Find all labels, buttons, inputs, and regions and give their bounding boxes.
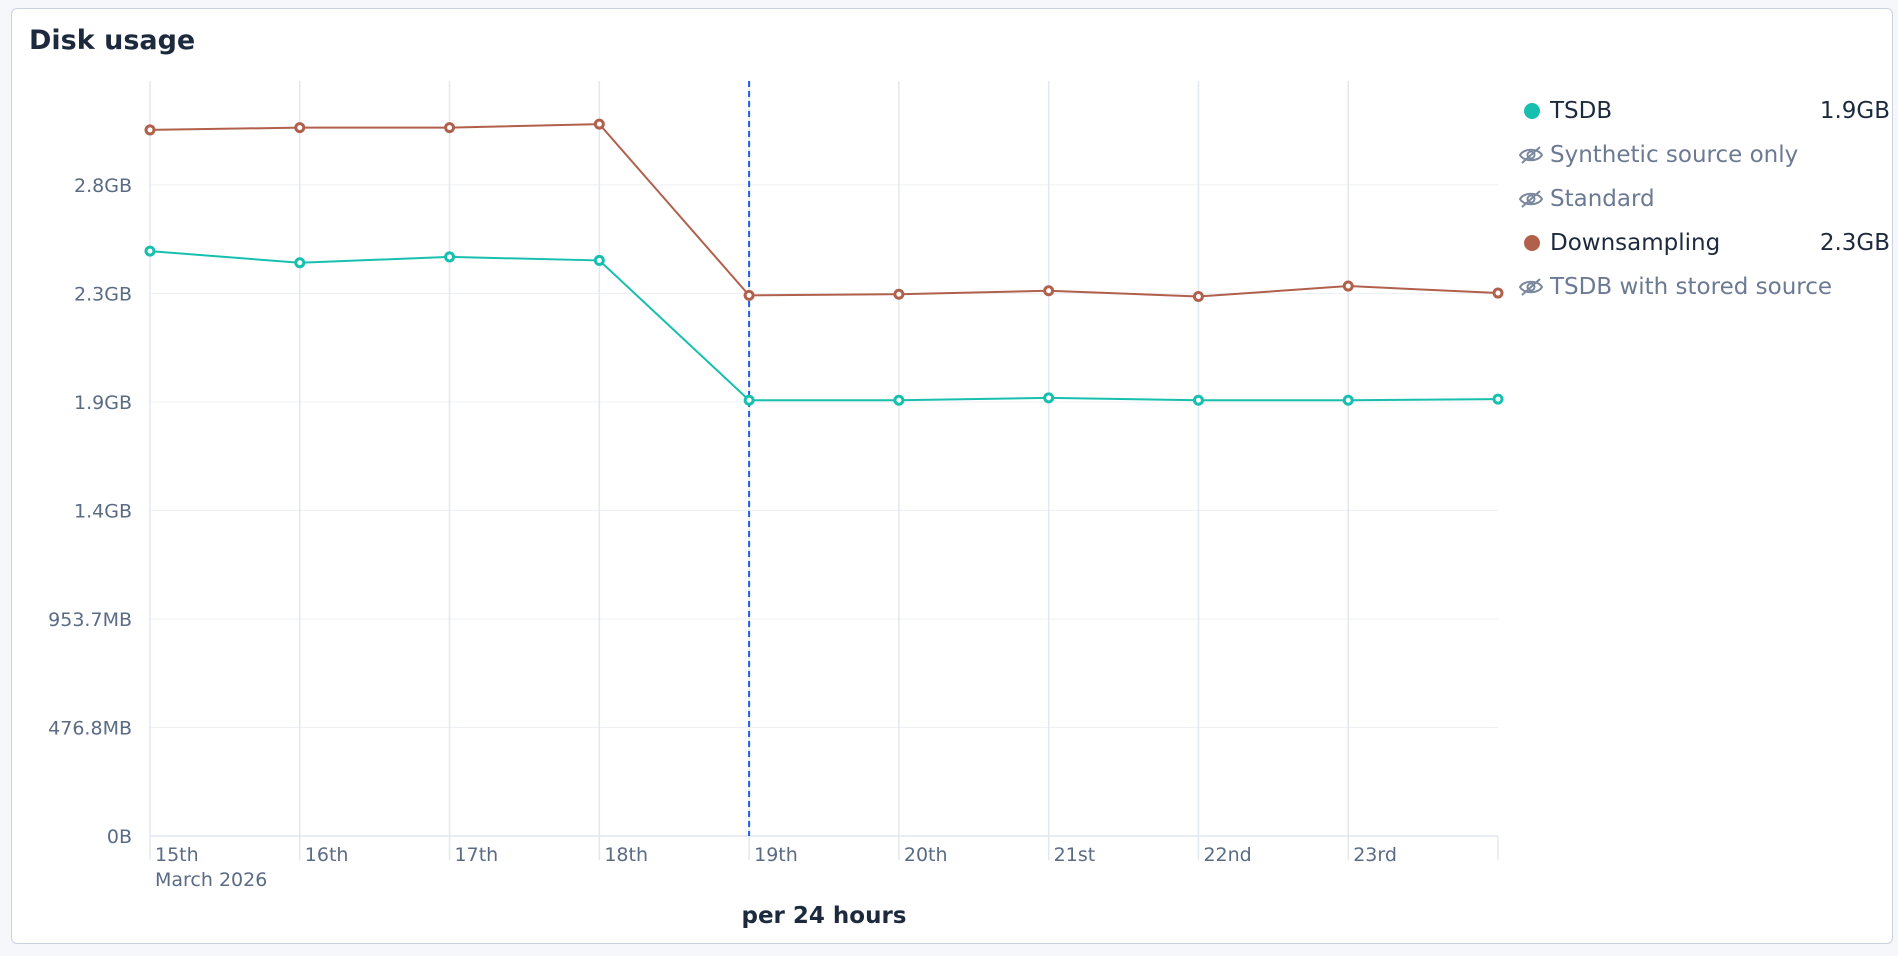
eye-closed-icon bbox=[1518, 177, 1550, 221]
data-point-tsdb[interactable] bbox=[743, 394, 755, 406]
x-tick-label: 19th bbox=[754, 844, 798, 866]
chart-legend: TSDB 1.9GB Synthetic source only Standard Do… bbox=[1518, 89, 1890, 309]
data-point-downsampling[interactable] bbox=[294, 122, 306, 134]
data-point-tsdb[interactable] bbox=[893, 394, 905, 406]
x-tick-label: 23rd bbox=[1353, 844, 1397, 866]
y-tick-label: 953.7MB bbox=[48, 609, 132, 631]
eye-closed-icon bbox=[1518, 133, 1550, 177]
x-tick-sublabel: March 2026 bbox=[155, 869, 267, 891]
panel-title: Disk usage bbox=[29, 25, 196, 56]
data-point-downsampling[interactable] bbox=[1342, 280, 1354, 292]
data-point-tsdb[interactable] bbox=[593, 254, 605, 266]
legend-item-tsdb-with-stored-source[interactable]: TSDB with stored source bbox=[1518, 265, 1890, 309]
legend-label: Synthetic source only bbox=[1550, 142, 1799, 168]
y-tick-label: 2.8GB bbox=[74, 175, 132, 197]
data-point-tsdb[interactable] bbox=[1192, 394, 1204, 406]
legend-label: Downsampling bbox=[1550, 230, 1721, 256]
legend-dot-icon bbox=[1518, 89, 1550, 133]
legend-item-synthetic-source-only[interactable]: Synthetic source only bbox=[1518, 133, 1890, 177]
y-tick-label: 0B bbox=[107, 826, 132, 848]
x-tick-label: 21st bbox=[1054, 844, 1096, 866]
data-point-downsampling[interactable] bbox=[1043, 285, 1055, 297]
y-tick-label: 1.9GB bbox=[74, 392, 132, 414]
legend-value: 1.9GB bbox=[1819, 98, 1890, 124]
y-tick-label: 2.3GB bbox=[74, 283, 132, 305]
legend-item-downsampling[interactable]: Downsampling 2.3GB bbox=[1518, 221, 1890, 265]
x-axis-title: per 24 hours bbox=[741, 903, 906, 929]
data-point-downsampling[interactable] bbox=[743, 289, 755, 301]
data-point-tsdb[interactable] bbox=[1342, 394, 1354, 406]
data-point-downsampling[interactable] bbox=[144, 124, 156, 136]
y-tick-label: 476.8MB bbox=[48, 717, 132, 739]
x-tick-label: 20th bbox=[904, 844, 948, 866]
data-point-tsdb[interactable] bbox=[1043, 392, 1055, 404]
legend-value: 2.3GB bbox=[1819, 230, 1890, 256]
data-point-tsdb[interactable] bbox=[444, 251, 456, 263]
data-point-downsampling[interactable] bbox=[893, 288, 905, 300]
series-line-downsampling bbox=[149, 123, 1499, 298]
data-point-downsampling[interactable] bbox=[444, 122, 456, 134]
legend-label: TSDB with stored source bbox=[1550, 274, 1833, 300]
legend-item-standard[interactable]: Standard bbox=[1518, 177, 1890, 221]
data-point-downsampling[interactable] bbox=[1492, 287, 1504, 299]
legend-label: Standard bbox=[1550, 186, 1655, 212]
data-point-tsdb[interactable] bbox=[1492, 393, 1504, 405]
data-point-downsampling[interactable] bbox=[593, 118, 605, 130]
x-tick-label: 18th bbox=[604, 844, 648, 866]
legend-dot-icon bbox=[1518, 221, 1550, 265]
legend-item-tsdb[interactable]: TSDB 1.9GB bbox=[1518, 89, 1890, 133]
y-tick-label: 1.4GB bbox=[74, 500, 132, 522]
x-tick-label: 15th bbox=[155, 844, 199, 866]
data-point-tsdb[interactable] bbox=[294, 257, 306, 269]
series-line-tsdb bbox=[149, 250, 1499, 402]
disk-usage-panel: Disk usage 0B 476.8MB 953.7MB 1.4GB 1.9GB 2.3… bbox=[11, 8, 1893, 944]
data-point-downsampling[interactable] bbox=[1192, 291, 1204, 303]
x-tick-label: 17th bbox=[455, 844, 499, 866]
data-point-tsdb[interactable] bbox=[144, 245, 156, 257]
legend-label: TSDB bbox=[1550, 98, 1613, 124]
x-tick-label: 16th bbox=[305, 844, 349, 866]
disk-usage-line-chart: 0B 476.8MB 953.7MB 1.4GB 1.9GB 2.3GB 2.8GB 15th… bbox=[48, 81, 1504, 929]
x-tick-label: 22nd bbox=[1203, 844, 1251, 866]
eye-closed-icon bbox=[1518, 265, 1550, 309]
